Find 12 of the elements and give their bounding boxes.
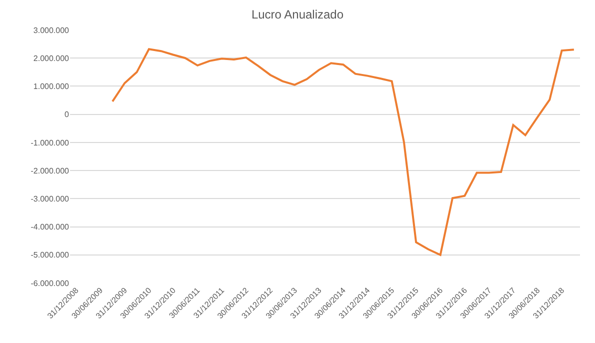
y-tick-label: -5.000.000	[30, 250, 70, 260]
y-tick-label: 0	[64, 110, 70, 120]
y-tick-label: -3.000.000	[30, 194, 70, 204]
y-tick-label: 3.000.000	[33, 26, 70, 35]
y-tick-label: -1.000.000	[30, 138, 70, 148]
chart-title: Lucro Anualizado	[251, 8, 344, 22]
y-tick-label: -6.000.000	[30, 278, 70, 288]
line-series	[112, 48, 575, 256]
y-tick-label: 2.000.000	[33, 54, 70, 63]
y-tick-label: -4.000.000	[30, 222, 70, 232]
y-tick-label: 1.000.000	[33, 82, 70, 92]
y-tick-label: -2.000.000	[30, 166, 70, 176]
